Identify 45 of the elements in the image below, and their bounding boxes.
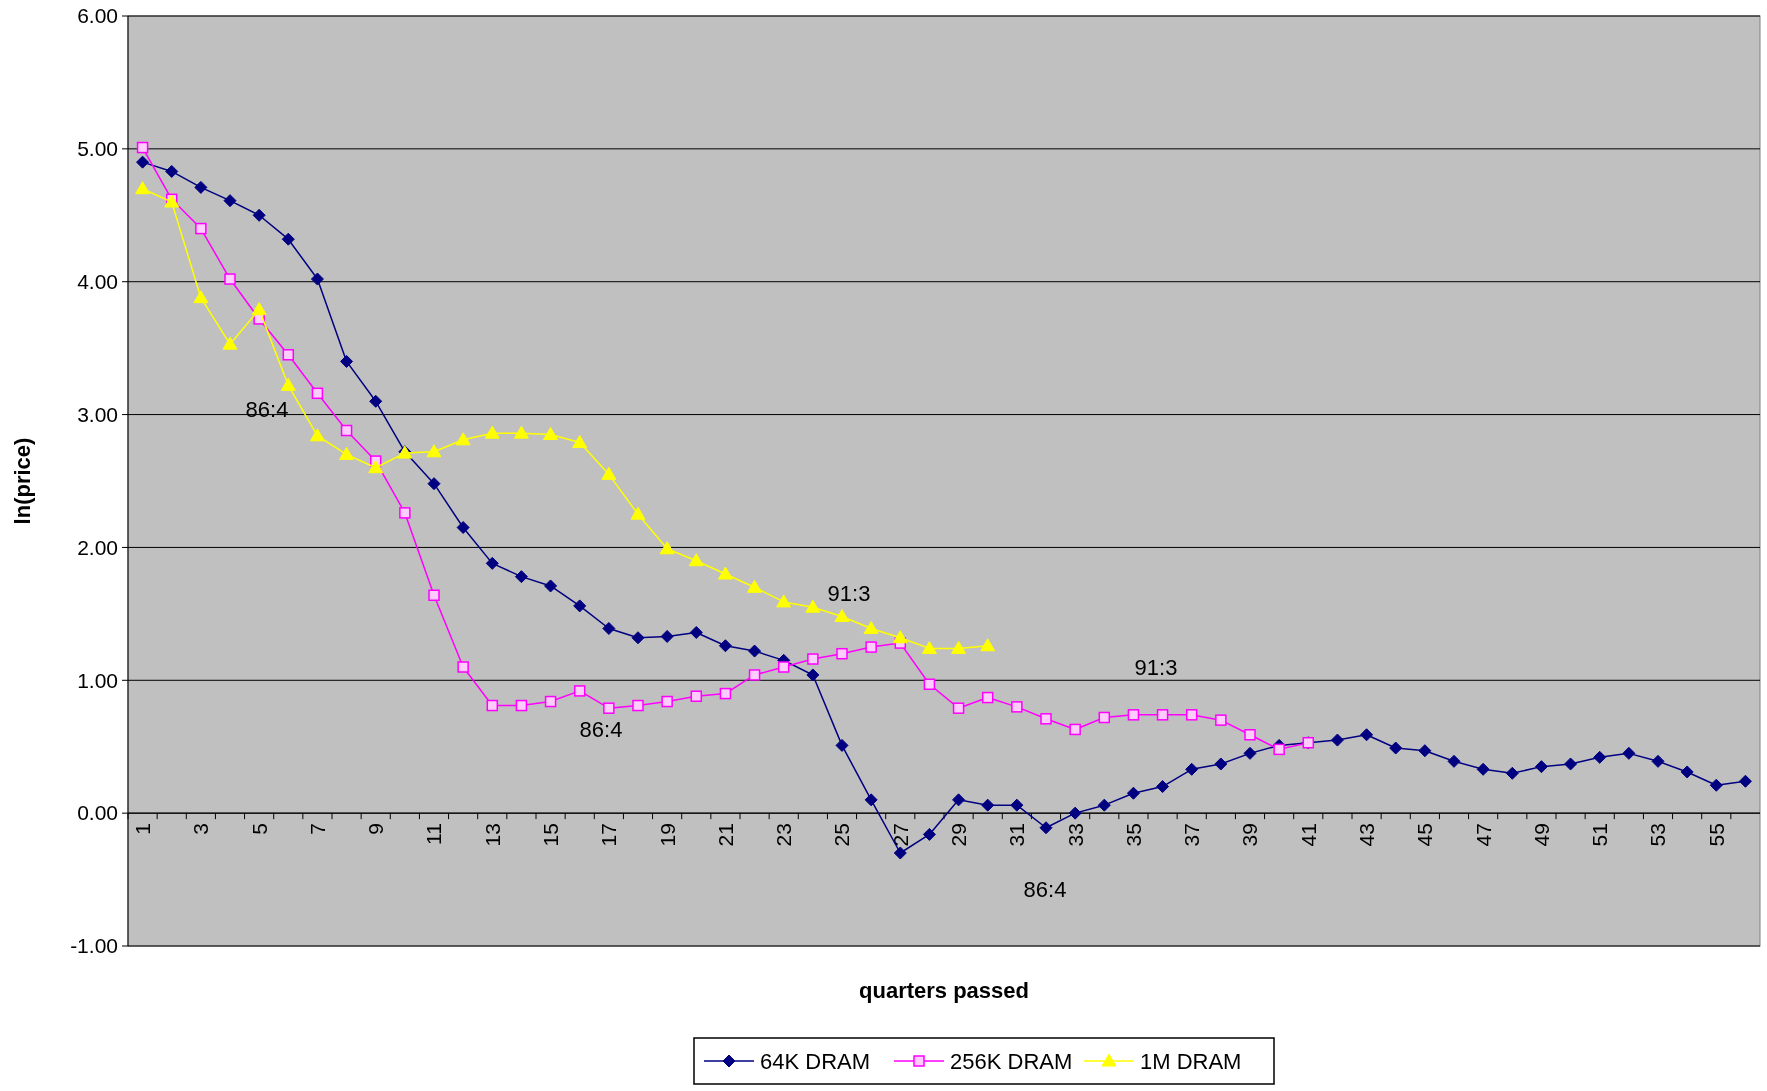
x-tick-label: 9: [364, 823, 388, 835]
x-tick-label: 29: [946, 823, 970, 847]
x-tick-label: 49: [1529, 823, 1553, 847]
x-tick-label: 35: [1121, 823, 1145, 847]
x-tick-label: 37: [1180, 823, 1204, 847]
x-tick-label: 17: [597, 823, 621, 847]
y-tick-label: 3.00: [77, 402, 118, 426]
legend-label: 64K DRAM: [760, 1048, 871, 1074]
x-tick-label: 21: [713, 823, 737, 847]
x-tick-label: 33: [1063, 823, 1087, 847]
y-tick-label: 2.00: [77, 535, 118, 559]
legend-label: 256K DRAM: [950, 1048, 1073, 1074]
y-tick-label: -1.00: [70, 934, 118, 958]
y-tick-label: 0.00: [77, 801, 118, 825]
y-tick-label: 6.00: [77, 4, 118, 28]
x-axis-title: quarters passed: [859, 978, 1029, 1003]
x-tick-label: 11: [422, 823, 446, 845]
x-tick-label: 43: [1354, 823, 1378, 847]
annotation: 86:4: [579, 716, 623, 742]
x-tick-label: 47: [1471, 823, 1495, 847]
x-tick-label: 7: [305, 823, 329, 835]
legend-label: 1M DRAM: [1140, 1048, 1242, 1074]
y-tick-label: 5.00: [77, 137, 118, 161]
x-tick-label: 53: [1646, 823, 1670, 847]
y-axis-title: ln(price): [10, 437, 35, 525]
x-tick-label: 27: [888, 823, 912, 847]
x-tick-label: 1: [130, 823, 154, 835]
x-tick-label: 45: [1413, 823, 1437, 847]
x-tick-label: 13: [480, 823, 504, 847]
annotation: 86:4: [1023, 876, 1067, 902]
y-tick-label: 4.00: [77, 270, 118, 294]
x-tick-label: 5: [247, 823, 271, 835]
x-tick-label: 55: [1704, 823, 1728, 847]
x-tick-label: 19: [655, 823, 679, 847]
x-tick-label: 23: [772, 823, 796, 847]
x-tick-label: 25: [830, 823, 854, 847]
annotation: 91:3: [1134, 654, 1178, 680]
annotation: 91:3: [827, 580, 871, 606]
x-tick-label: 31: [1005, 823, 1029, 847]
x-tick-label: 41: [1296, 823, 1320, 847]
y-tick-label: 1.00: [77, 668, 118, 692]
x-tick-label: 39: [1238, 823, 1262, 847]
x-tick-label: 3: [189, 823, 213, 835]
x-tick-label: 51: [1588, 823, 1612, 847]
x-tick-label: 15: [538, 823, 562, 847]
